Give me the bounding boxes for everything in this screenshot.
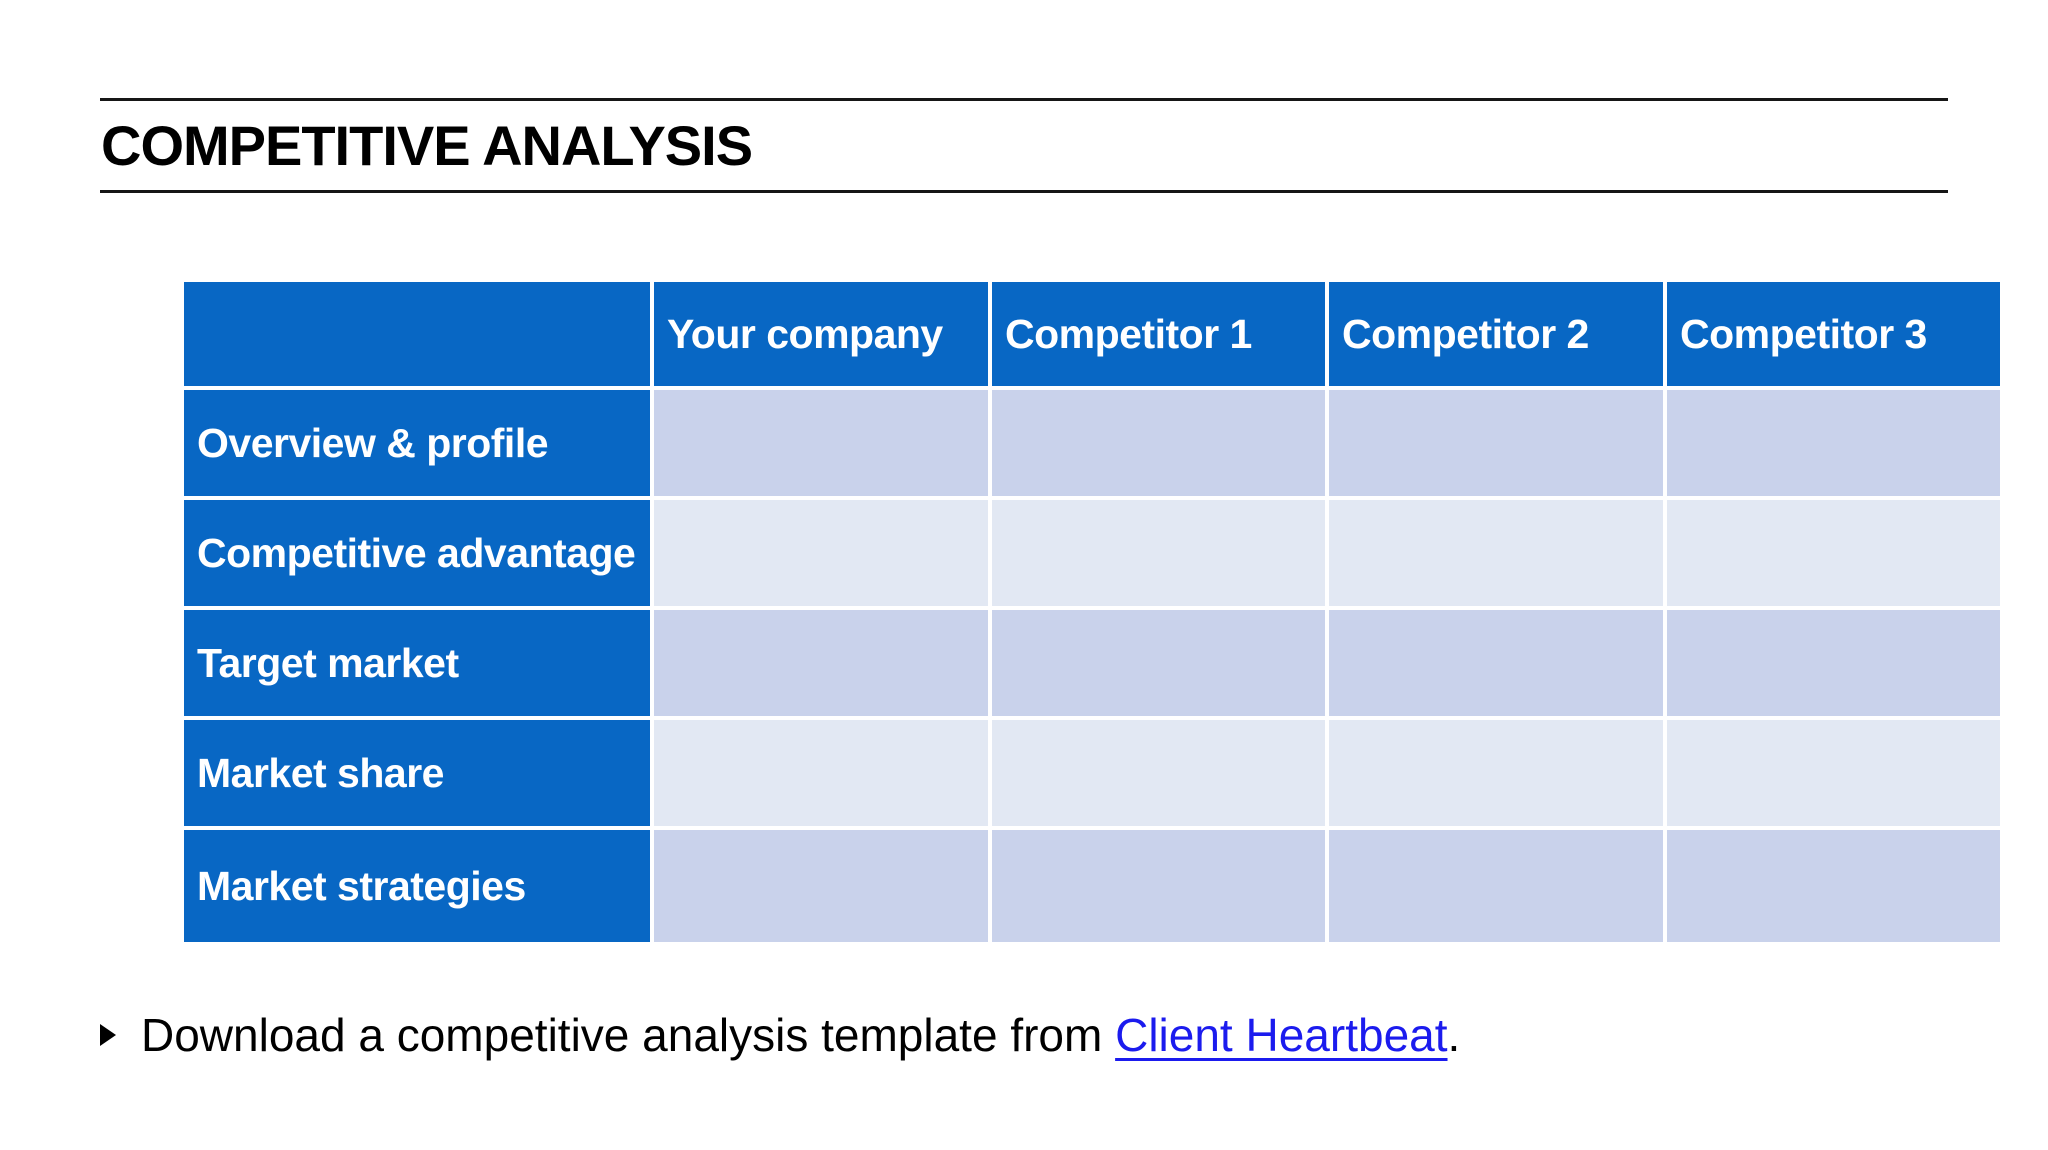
table-cell — [654, 610, 988, 716]
table-cell — [1667, 610, 2000, 716]
table-cell — [1667, 720, 2000, 826]
table-cell — [1329, 390, 1663, 496]
footnote-period: . — [1447, 1009, 1461, 1061]
table-cell — [992, 720, 1325, 826]
table-cell — [654, 500, 988, 606]
table-cell — [1329, 500, 1663, 606]
table-cell — [1667, 500, 2000, 606]
row-header-target-market: Target market — [184, 610, 650, 716]
table-cell — [654, 720, 988, 826]
column-header-competitor-1: Competitor 1 — [992, 282, 1325, 386]
client-heartbeat-link[interactable]: Client Heartbeat — [1115, 1009, 1448, 1061]
table-cell — [992, 390, 1325, 496]
table-cell — [654, 830, 988, 942]
column-header-competitor-2: Competitor 2 — [1329, 282, 1663, 386]
table-cell — [992, 610, 1325, 716]
page-title: COMPETITIVE ANALYSIS — [101, 114, 753, 177]
table-cell — [1667, 390, 2000, 496]
table-cell — [1329, 720, 1663, 826]
table-corner-cell — [184, 282, 650, 386]
table-cell — [1667, 830, 2000, 942]
table-cell — [992, 500, 1325, 606]
footnote-line: Download a competitive analysis template… — [100, 998, 1460, 1072]
row-header-overview-profile: Overview & profile — [184, 390, 650, 496]
table-cell — [1329, 610, 1663, 716]
column-header-competitor-3: Competitor 3 — [1667, 282, 2000, 386]
row-header-market-share: Market share — [184, 720, 650, 826]
title-bottom-rule — [100, 190, 1948, 193]
table-cell — [1329, 830, 1663, 942]
footnote-text: Download a competitive analysis template… — [141, 1009, 1116, 1061]
bullet-triangle-icon — [100, 1024, 116, 1046]
title-top-rule — [100, 98, 1948, 101]
table-cell — [992, 830, 1325, 942]
row-header-market-strategies: Market strategies — [184, 830, 650, 942]
competitive-analysis-table: Your company Competitor 1 Competitor 2 C… — [184, 282, 2000, 942]
column-header-your-company: Your company — [654, 282, 988, 386]
row-header-competitive-advantage: Competitive advantage — [184, 500, 650, 606]
table-cell — [654, 390, 988, 496]
